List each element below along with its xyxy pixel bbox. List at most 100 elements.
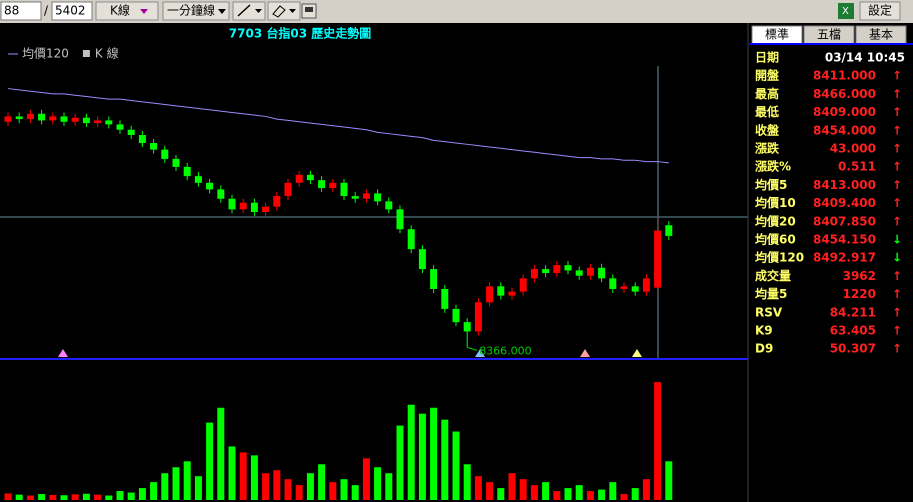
volume-bar: [486, 482, 494, 500]
volume-bar: [318, 464, 326, 500]
candle-body: [497, 286, 505, 296]
volume-bar: [530, 485, 538, 500]
volume-bar: [206, 422, 214, 500]
volume-bar: [273, 470, 281, 500]
info-label: 漲跌: [755, 141, 780, 156]
info-value: 8413.000: [813, 178, 876, 192]
volume-bar: [609, 482, 617, 500]
info-arrow: ↑: [892, 196, 902, 210]
info-arrow: ↑: [892, 160, 902, 174]
volume-bar: [116, 491, 124, 500]
volume-bar: [452, 431, 460, 500]
info-arrow: ↑: [892, 123, 902, 137]
candle-body: [407, 229, 415, 250]
chart-title: 7703 台指03 歷史走勢圖: [229, 26, 371, 41]
volume-bar: [654, 382, 662, 500]
volume-bar: [374, 467, 382, 500]
volume-bar: [4, 493, 12, 500]
candle-body: [250, 202, 258, 212]
info-value: 8466.000: [813, 87, 876, 101]
candle-body: [15, 116, 23, 120]
info-label: 均價10: [755, 195, 796, 210]
info-value: 84.211: [830, 305, 876, 319]
volume-bar: [49, 494, 57, 500]
moving-average-line: [7, 88, 669, 164]
candle-body: [228, 198, 236, 210]
eraser-icon: [272, 5, 286, 18]
candle-body: [284, 182, 292, 197]
info-panel: [749, 23, 913, 502]
info-arrow: ↑: [892, 324, 902, 338]
candle-body: [530, 269, 538, 279]
info-label: 日期: [755, 50, 779, 65]
legend-label: K 線: [95, 46, 119, 61]
candle-body: [138, 135, 146, 143]
candle-body: [631, 286, 639, 292]
info-label: RSV: [755, 305, 783, 319]
volume-bar: [463, 464, 471, 500]
volume-bar: [150, 482, 158, 500]
candle-body: [116, 124, 124, 130]
volume-bar: [385, 473, 393, 500]
info-label: 開盤: [755, 68, 779, 83]
line-tool-button[interactable]: [232, 1, 266, 21]
volume-bar: [306, 473, 314, 500]
info-label: 成交量: [755, 268, 791, 283]
volume-bar: [362, 458, 370, 500]
candle-body: [654, 230, 662, 288]
candle-body: [26, 113, 34, 120]
kind-button[interactable]: [95, 1, 159, 21]
info-rows: 日期 03/14 10:45 開盤 8411.000 ↑ 最高 8466.000 ↑ 最低 840…: [755, 50, 905, 356]
settings-button[interactable]: [859, 1, 901, 21]
dropdown-icon: [140, 9, 148, 14]
candle-body: [396, 209, 404, 230]
excel-icon: X: [842, 6, 849, 17]
info-label: 均價120: [755, 250, 804, 265]
excel-button[interactable]: [838, 3, 854, 19]
candle-body: [206, 182, 214, 190]
volume-bar: [620, 494, 628, 500]
volume-bar: [665, 461, 673, 500]
total-input: [51, 1, 93, 21]
candle-body: [194, 176, 202, 183]
volume-bar: [284, 479, 292, 500]
volume-bar: [138, 488, 146, 500]
signal-marker: [58, 349, 68, 357]
candle-body: [564, 265, 572, 271]
volume-bar: [239, 452, 247, 500]
volume-bar: [575, 485, 583, 500]
settings-text: 設定: [868, 3, 892, 18]
dropdown-icon: [218, 9, 226, 14]
volume-bar: [172, 467, 180, 500]
volume-bar: [15, 494, 23, 500]
candle-body: [542, 269, 550, 274]
info-label: 均價60: [755, 232, 796, 247]
legend-label: 均價120: [22, 47, 69, 61]
volume-bar: [474, 476, 482, 500]
volume-bar: [564, 488, 572, 500]
candle-body: [486, 286, 494, 303]
info-arrow: ↑: [892, 342, 902, 356]
line-icon: [237, 4, 251, 17]
count-input[interactable]: [0, 1, 42, 21]
info-label: 漲跌%: [755, 159, 791, 174]
kind-text: K線: [110, 3, 130, 18]
candle-body: [60, 116, 68, 122]
volume-bar: [295, 485, 303, 500]
info-arrow: ↑: [892, 142, 902, 156]
candle-body: [105, 120, 113, 125]
volume-bar: [430, 407, 438, 500]
info-value: 8409.400: [813, 196, 876, 210]
info-label: 最低: [755, 104, 779, 119]
info-arrow: ↑: [892, 69, 902, 83]
volume-bar: [586, 491, 594, 500]
candle-body: [318, 180, 326, 189]
volume-bar: [351, 485, 359, 500]
candle-body: [4, 116, 12, 122]
volume-bar: [250, 455, 258, 500]
candle-body: [71, 117, 79, 122]
volume-bar: [508, 473, 516, 500]
volume-bar: [94, 494, 102, 500]
period-button[interactable]: [162, 1, 230, 21]
candle-body: [418, 249, 426, 270]
